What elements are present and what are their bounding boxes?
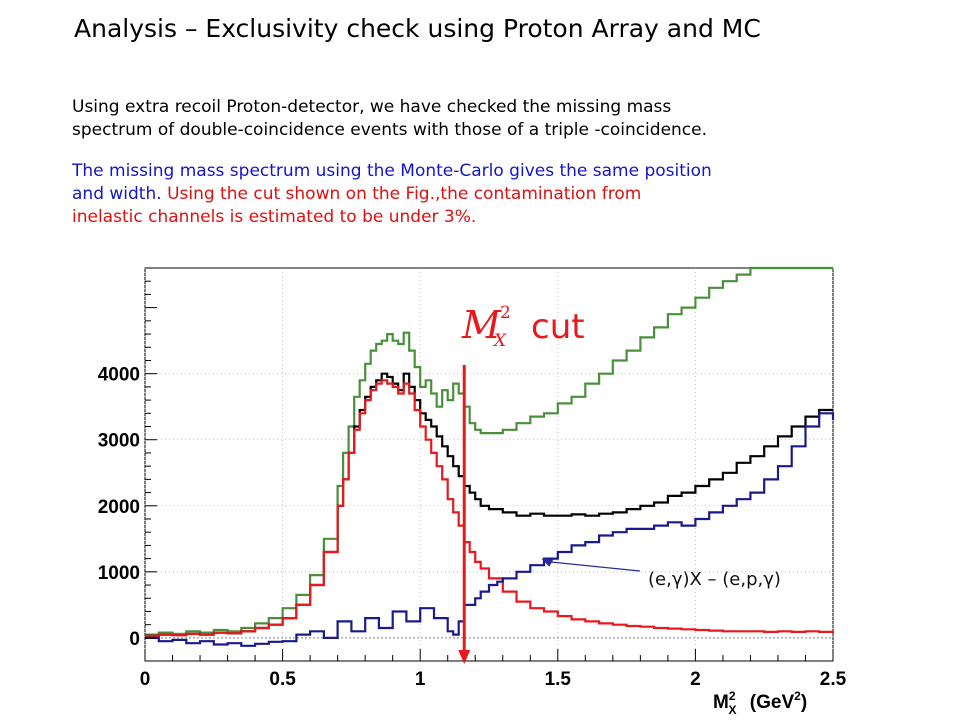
mc-line-2-blue: and width. (72, 184, 168, 204)
annotation-label: (e,γ)X – (e,p,γ) (648, 569, 781, 590)
x-tick-label: 1.5 (545, 669, 572, 690)
paragraph-intro: Using extra recoil Proton-detector, we h… (72, 96, 932, 142)
mc-line-1: The missing mass spectrum using the Mont… (72, 161, 712, 181)
y-tick-label: 0 (129, 629, 140, 650)
x-tick-label: 2.5 (820, 669, 847, 690)
intro-line-1: Using extra recoil Proton-detector, we h… (72, 97, 672, 117)
slide-title: Analysis – Exclusivity check using Proto… (74, 14, 761, 43)
y-tick-label: 4000 (98, 365, 140, 386)
cut-arrowhead (458, 650, 471, 664)
annotation-layer: M 2 X cut (e,γ)X – (e,p,γ) (458, 303, 781, 664)
x-tick-label: 0 (140, 669, 151, 690)
x-axis-label: M2 X (GeV2) (713, 689, 807, 717)
mc-line-3: inelastic channels is estimated to be un… (72, 207, 477, 227)
x-tick-label: 0.5 (269, 669, 296, 690)
cut-label-sub: X (492, 331, 507, 351)
series-layer (145, 266, 835, 647)
plot-area (144, 267, 834, 662)
x-tick-label: 1 (415, 669, 426, 690)
paragraph-mc: The missing mass spectrum using the Mont… (72, 160, 932, 229)
series-0-line (145, 266, 833, 636)
annotation-arrow-line (547, 561, 641, 572)
y-tick-label: 1000 (98, 563, 140, 584)
series-2-line (145, 379, 835, 637)
axis-layer: 0 0.5 1 1.5 2 2.5 0 1000 2000 3000 4000 M2 X (GeV2) (98, 267, 847, 717)
x-tick-label: 2 (690, 669, 701, 690)
annotation-arrowhead (541, 558, 554, 567)
series-3-line (145, 412, 835, 647)
y-tick-label: 3000 (98, 431, 140, 452)
mc-line-2-red: Using the cut shown on the Fig.,the cont… (167, 184, 642, 204)
cut-label-sup: 2 (500, 303, 511, 323)
cut-label-word: cut (531, 307, 585, 347)
cut-label-mass: M (461, 303, 502, 347)
intro-line-2: spectrum of double-coincidence events wi… (72, 120, 708, 140)
y-tick-label: 2000 (98, 497, 140, 518)
